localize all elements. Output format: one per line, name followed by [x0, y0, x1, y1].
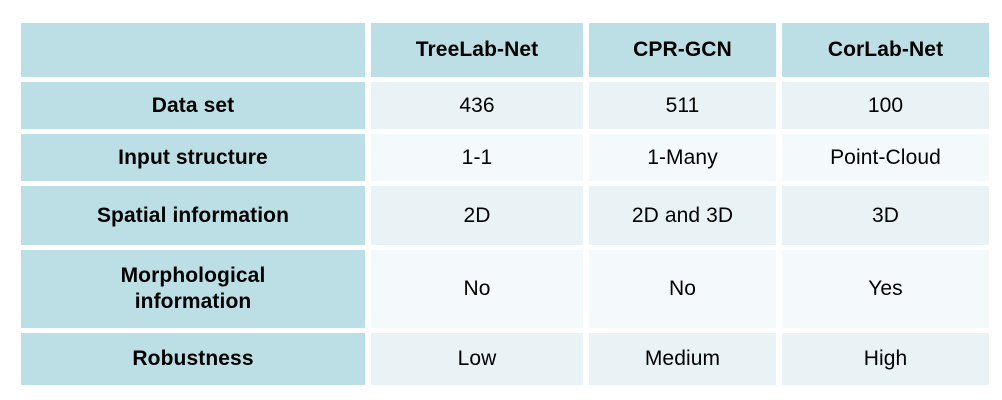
- cell-spatial-corlab: 3D: [782, 186, 989, 245]
- cell-input-structure-treelab: 1-1: [371, 134, 583, 181]
- cell-robustness-cprgcn: Medium: [589, 333, 776, 385]
- table-row-morphological-information: Morphological information No No Yes: [21, 250, 989, 328]
- table-row-input-structure: Input structure 1-1 1-Many Point-Cloud: [21, 134, 989, 181]
- cell-data-set-treelab: 436: [371, 82, 583, 129]
- table-row-spatial-information: Spatial information 2D 2D and 3D 3D: [21, 186, 989, 245]
- row-label-robustness: Robustness: [21, 333, 365, 385]
- table-row-data-set: Data set 436 511 100: [21, 82, 989, 129]
- row-label-spatial-information: Spatial information: [21, 186, 365, 245]
- table-header-row: TreeLab-Net CPR-GCN CorLab-Net: [21, 23, 989, 77]
- cell-robustness-corlab: High: [782, 333, 989, 385]
- corner-header-cell: [21, 23, 365, 77]
- row-label-input-structure: Input structure: [21, 134, 365, 181]
- cell-data-set-corlab: 100: [782, 82, 989, 129]
- cell-spatial-treelab: 2D: [371, 186, 583, 245]
- table-row-robustness: Robustness Low Medium High: [21, 333, 989, 385]
- row-label-morphological-text: Morphological information: [120, 264, 266, 313]
- column-header-treelab-net: TreeLab-Net: [371, 23, 583, 77]
- row-label-morphological-information: Morphological information: [21, 250, 365, 328]
- cell-morphological-treelab: No: [371, 250, 583, 328]
- column-header-cpr-gcn: CPR-GCN: [589, 23, 776, 77]
- cell-input-structure-corlab: Point-Cloud: [782, 134, 989, 181]
- cell-morphological-cprgcn: No: [589, 250, 776, 328]
- row-label-data-set: Data set: [21, 82, 365, 129]
- cell-morphological-corlab: Yes: [782, 250, 989, 328]
- cell-robustness-treelab: Low: [371, 333, 583, 385]
- cell-spatial-cprgcn: 2D and 3D: [589, 186, 776, 245]
- column-header-corlab-net: CorLab-Net: [782, 23, 989, 77]
- method-comparison-table: TreeLab-Net CPR-GCN CorLab-Net Data set …: [15, 18, 995, 390]
- cell-data-set-cprgcn: 511: [589, 82, 776, 129]
- cell-input-structure-cprgcn: 1-Many: [589, 134, 776, 181]
